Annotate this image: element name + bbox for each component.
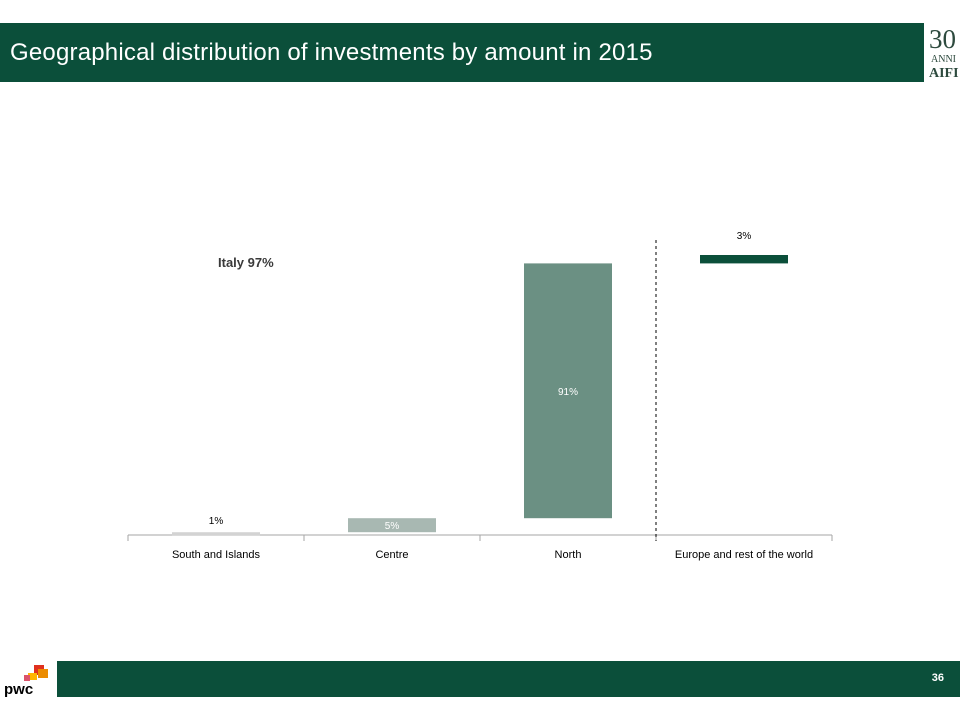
bar-centre — [348, 518, 436, 533]
pwc-logo-text: pwc — [4, 681, 33, 697]
logo-brand: AIFI — [929, 66, 959, 81]
x-tick-label: Centre — [375, 549, 408, 561]
x-tick-label: North — [555, 549, 582, 561]
pwc-logo: pwc — [4, 665, 48, 697]
page-number: 36 — [931, 672, 944, 684]
page-title: Geographical distribution of investments… — [10, 39, 653, 66]
data-label: 5% — [385, 521, 400, 532]
chart-layer: 1% South and Islands 5% Centre 91% North 3% Eur… — [127, 231, 833, 561]
x-tick-label: Europe and rest of the world — [675, 549, 813, 561]
italy-annotation: Italy 97% — [218, 255, 274, 270]
x-tick-label: South and Islands — [172, 549, 261, 561]
title-bar — [0, 23, 924, 82]
data-label: 1% — [209, 516, 224, 527]
bar-north — [524, 263, 612, 519]
bar-europe-and-rest-of-the-world — [700, 255, 788, 264]
logo-number: 30 — [929, 24, 956, 54]
data-label: 91% — [558, 387, 578, 398]
data-label: 3% — [737, 231, 752, 242]
pwc-logo-block-yellow — [28, 673, 37, 680]
anniversary-logo: 30 ANNI AIFI — [929, 24, 959, 81]
footer-bar: 36 — [57, 661, 960, 697]
logo-subtext: ANNI — [931, 54, 956, 65]
pwc-logo-block-orange — [38, 669, 48, 678]
bar-south-and-islands — [172, 532, 260, 536]
pwc-logo-block-pink — [24, 675, 30, 681]
